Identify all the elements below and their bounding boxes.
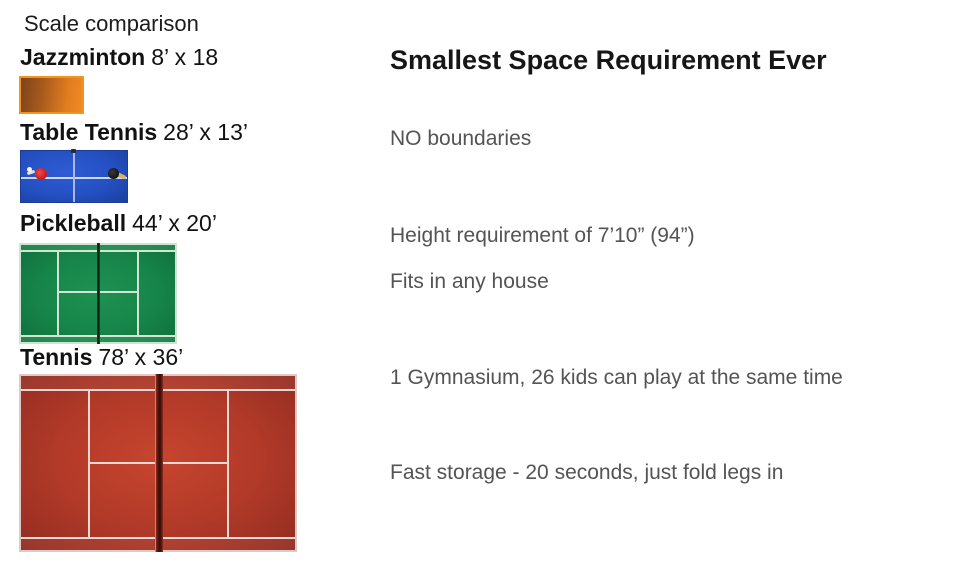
pickleball-name: Pickleball <box>20 210 127 236</box>
pickleball-left-service-line <box>57 250 59 337</box>
tennis-court-image <box>19 374 297 552</box>
bullet-fits-any-house: Fits in any house <box>390 270 549 293</box>
bullet-fast-storage: Fast storage - 20 seconds, just fold leg… <box>390 461 784 484</box>
tennis-name: Tennis <box>20 344 93 370</box>
jazzminton-dimensions: 8’ x 18 <box>151 44 219 70</box>
pickleball-label: Pickleball 44’ x 20’ <box>20 210 217 237</box>
tennis-dimensions: 78’ x 36’ <box>98 344 184 370</box>
red-paddle <box>35 168 47 180</box>
table-tennis-net <box>73 151 75 202</box>
bullet-gymnasium: 1 Gymnasium, 26 kids can play at the sam… <box>390 366 843 389</box>
jazzminton-name: Jazzminton <box>20 44 146 70</box>
bullet-height-requirement: Height requirement of 7’10” (94”) <box>390 224 695 247</box>
black-paddle <box>108 168 119 179</box>
tennis-left-service-line <box>88 389 90 539</box>
pickleball-dimensions: 44’ x 20’ <box>132 210 217 236</box>
ping-pong-ball <box>27 167 32 172</box>
table-tennis-label: Table Tennis 28’ x 13’ <box>20 119 248 146</box>
right-panel-heading: Smallest Space Requirement Ever <box>390 45 827 75</box>
tennis-right-service-line <box>227 389 229 539</box>
jazzminton-label: Jazzminton 8’ x 18 <box>20 44 218 71</box>
tennis-label: Tennis 78’ x 36’ <box>20 344 183 371</box>
jazzminton-court-image <box>19 76 84 114</box>
table-tennis-court-image <box>20 149 128 203</box>
pickleball-right-service-line <box>137 250 139 337</box>
table-tennis-dimensions: 28’ x 13’ <box>163 119 248 145</box>
scale-comparison-title: Scale comparison <box>24 11 199 36</box>
pickleball-court-image <box>19 243 177 344</box>
bullet-no-boundaries: NO boundaries <box>390 127 532 150</box>
tennis-net <box>155 374 163 552</box>
table-tennis-net-post <box>71 149 76 153</box>
table-tennis-name: Table Tennis <box>20 119 158 145</box>
pickleball-net <box>97 243 100 344</box>
